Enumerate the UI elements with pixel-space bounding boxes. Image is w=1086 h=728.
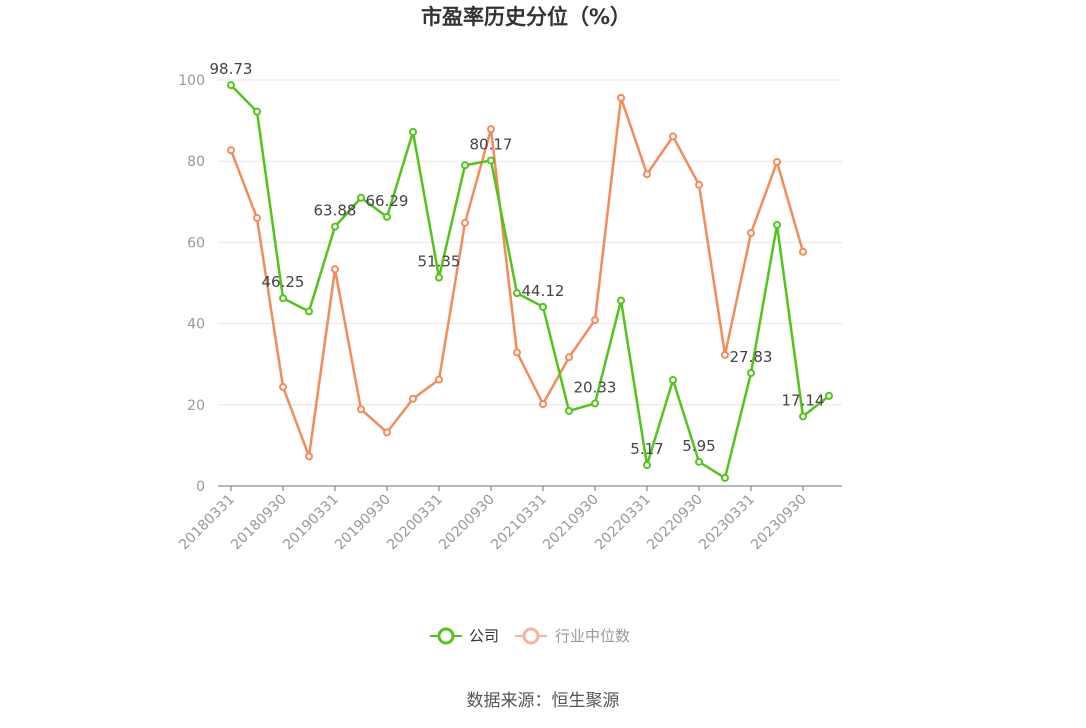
data-point[interactable] bbox=[539, 399, 547, 408]
x-tick-label: 20230930 bbox=[748, 492, 810, 554]
data-point[interactable] bbox=[461, 218, 469, 227]
data-point[interactable] bbox=[331, 265, 339, 274]
data-point[interactable] bbox=[747, 369, 755, 378]
data-label: 80.17 bbox=[470, 136, 513, 154]
data-point[interactable] bbox=[227, 81, 235, 90]
x-tick-label: 20190331 bbox=[280, 492, 342, 554]
data-point[interactable] bbox=[565, 353, 573, 362]
data-point[interactable] bbox=[435, 273, 443, 282]
data-point[interactable] bbox=[461, 161, 469, 170]
data-point[interactable] bbox=[643, 170, 651, 179]
data-point[interactable] bbox=[695, 180, 703, 189]
data-point[interactable] bbox=[669, 376, 677, 385]
y-tick-label: 60 bbox=[187, 235, 205, 251]
data-point[interactable] bbox=[747, 229, 755, 238]
y-tick-label: 0 bbox=[196, 479, 205, 495]
x-tick-label: 20200930 bbox=[436, 492, 498, 554]
data-point[interactable] bbox=[721, 473, 729, 482]
data-point[interactable] bbox=[825, 391, 833, 400]
series-line bbox=[230, 84, 830, 480]
x-tick-label: 20230331 bbox=[696, 492, 758, 554]
y-tick-label: 40 bbox=[187, 317, 205, 333]
legend-marker-company bbox=[437, 627, 455, 645]
data-point[interactable] bbox=[721, 350, 729, 359]
data-label: 5.17 bbox=[630, 440, 663, 458]
legend-item-industry-median[interactable]: 行业中位数 bbox=[515, 627, 630, 645]
series-line bbox=[229, 96, 805, 458]
data-point[interactable] bbox=[409, 394, 417, 403]
x-tick-label: 20190930 bbox=[332, 492, 394, 554]
data-point[interactable] bbox=[591, 399, 599, 408]
data-point[interactable] bbox=[695, 457, 703, 466]
x-tick-label: 20210331 bbox=[488, 492, 550, 554]
x-tick-label: 20210930 bbox=[540, 492, 602, 554]
y-tick-label: 80 bbox=[187, 154, 205, 170]
data-point[interactable] bbox=[617, 93, 625, 102]
series-company bbox=[227, 81, 833, 482]
data-label: 44.12 bbox=[522, 282, 565, 300]
data-source: 数据来源：恒生聚源 bbox=[467, 691, 620, 711]
data-point[interactable] bbox=[513, 348, 521, 357]
data-label: 46.25 bbox=[262, 273, 305, 291]
series-industry-median bbox=[227, 93, 807, 461]
data-point[interactable] bbox=[591, 315, 599, 324]
data-labels: 98.73 46.25 63.88 66.29 51.35 80.17 44.12 20.33… bbox=[210, 60, 825, 458]
x-tick-label: 20220331 bbox=[592, 492, 654, 554]
data-point[interactable] bbox=[331, 222, 339, 231]
data-point[interactable] bbox=[227, 146, 235, 155]
data-point[interactable] bbox=[253, 214, 261, 223]
data-point[interactable] bbox=[487, 125, 495, 134]
legend-item-company[interactable]: 公司 bbox=[430, 627, 499, 645]
data-point[interactable] bbox=[799, 412, 807, 421]
data-label: 98.73 bbox=[210, 60, 253, 78]
data-point[interactable] bbox=[643, 461, 651, 470]
data-point[interactable] bbox=[279, 382, 287, 391]
data-point[interactable] bbox=[383, 212, 391, 221]
x-tick-label: 20180930 bbox=[228, 492, 290, 554]
x-tick-label: 20180331 bbox=[176, 492, 238, 554]
data-point[interactable] bbox=[305, 307, 313, 316]
data-label: 66.29 bbox=[366, 192, 409, 210]
data-point[interactable] bbox=[773, 220, 781, 229]
data-point[interactable] bbox=[799, 247, 807, 256]
grid bbox=[218, 79, 842, 406]
legend-marker-industry-median bbox=[522, 627, 540, 645]
y-tick-label: 20 bbox=[187, 398, 205, 414]
y-tick-label: 100 bbox=[178, 73, 205, 89]
data-label: 20.33 bbox=[574, 378, 617, 396]
legend-label-industry-median: 行业中位数 bbox=[555, 627, 630, 645]
data-label: 27.83 bbox=[730, 348, 773, 366]
legend: 公司 行业中位数 bbox=[430, 627, 630, 645]
data-point[interactable] bbox=[435, 375, 443, 384]
data-point[interactable] bbox=[409, 127, 417, 136]
data-point[interactable] bbox=[357, 193, 365, 202]
x-tick-label: 20220930 bbox=[644, 492, 706, 554]
data-label: 51.35 bbox=[418, 253, 461, 271]
chart-title: 市盈率历史分位（%） bbox=[421, 5, 631, 29]
data-point[interactable] bbox=[617, 296, 625, 305]
x-tick-label: 20200331 bbox=[384, 492, 446, 554]
data-point[interactable] bbox=[487, 156, 495, 165]
series-layer bbox=[227, 81, 833, 482]
data-point[interactable] bbox=[669, 132, 677, 141]
data-point[interactable] bbox=[253, 107, 261, 116]
data-point[interactable] bbox=[357, 405, 365, 414]
data-point[interactable] bbox=[773, 158, 781, 167]
data-point[interactable] bbox=[539, 302, 547, 311]
data-point[interactable] bbox=[565, 406, 573, 415]
data-point[interactable] bbox=[279, 294, 287, 303]
data-point[interactable] bbox=[513, 289, 521, 298]
legend-label-company: 公司 bbox=[469, 627, 499, 645]
data-label: 17.14 bbox=[782, 391, 825, 409]
data-point[interactable] bbox=[383, 428, 391, 437]
data-point[interactable] bbox=[305, 452, 313, 461]
data-label: 5.95 bbox=[682, 437, 715, 455]
data-label: 63.88 bbox=[314, 202, 357, 220]
